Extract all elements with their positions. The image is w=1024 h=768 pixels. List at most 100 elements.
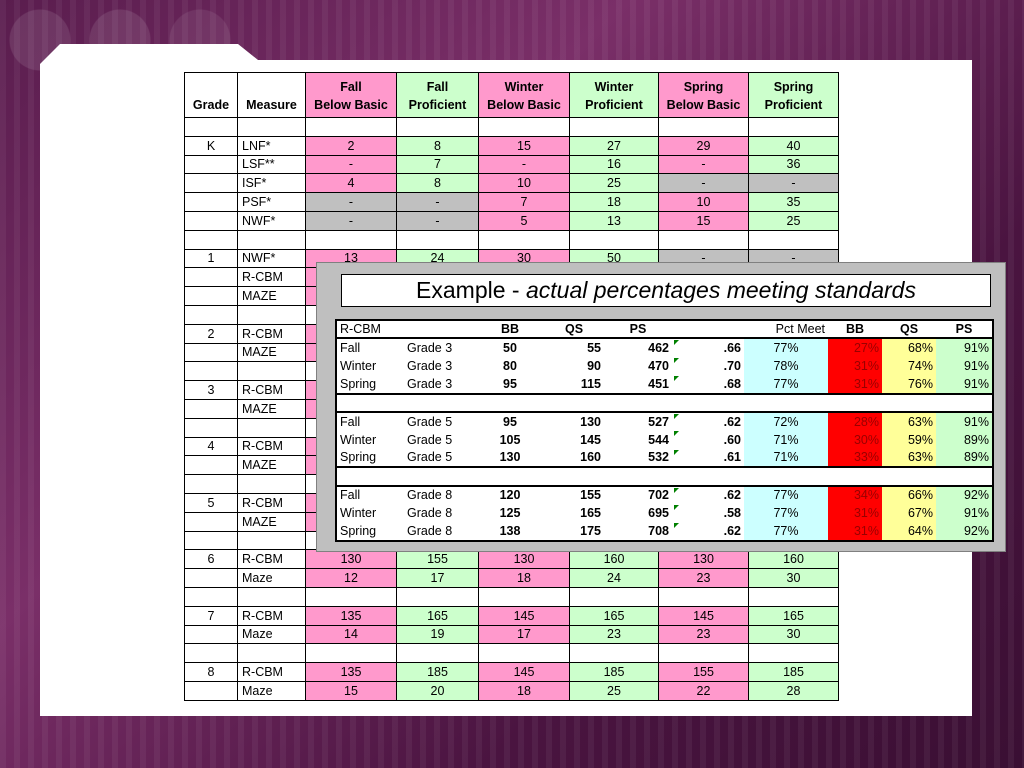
benchmark-value-cell: 145 [478,605,570,626]
percent-meeting-table: R-CBM BB QS PS Pct Meet BB QS PS Fall Gra… [335,319,994,542]
benchmark-value-cell [305,229,397,250]
measure-cell: MAZE [237,455,306,476]
table-row: LSF** -7-16-36 [184,154,839,175]
benchmark-value-cell: - [396,192,479,212]
measure-cell [237,530,306,551]
pct-ps-cell: 91% [936,503,993,523]
benchmark-value-cell [748,117,839,137]
season-cell: Winter [340,358,377,373]
measure-cell: R-CBM [237,662,306,682]
benchmark-value-cell: 160 [569,549,659,570]
measure-cell [237,586,306,607]
benchmark-value-cell [305,643,397,664]
bb-score-cell: 120 [499,488,521,503]
grade-cell [184,154,238,175]
column-header-line2: Proficient [408,98,467,112]
measure-cell: R-CBM [237,492,306,513]
grade-cell: 1 [184,248,238,269]
pm-header-ps: PS [604,320,672,340]
measure-cell: MAZE [237,342,306,363]
column-header: Fall Below Basic [305,72,397,118]
table-row: Maze 14 19 17 23 23 30 [184,624,839,645]
benchmark-value-cell: 24 [569,568,659,588]
pct-bb-cell: 31% [828,503,882,523]
pct-ps-cell: 91% [936,411,993,431]
pct-qs-cell: 67% [882,503,936,523]
pct-ps-cell: 89% [936,430,993,449]
benchmark-value-cell: 23 [569,624,659,645]
table-row: Maze 12 17 18 24 23 30 [184,568,839,588]
measure-cell: R-CBM [237,267,306,288]
measure-cell [237,304,306,325]
measure-cell: MAZE [237,286,306,306]
pct-qs-cell: 59% [882,430,936,449]
benchmark-value-cell: 2 [305,135,397,156]
grade-cell: 7 [184,605,238,626]
measure-cell: PSF* [237,192,306,212]
table-row [184,117,839,137]
benchmark-value-cell [396,586,479,607]
column-header: Fall Proficient [396,72,479,118]
benchmark-value-cell: 15 [658,210,749,231]
measure-cell: Maze [237,680,306,701]
benchmark-value-cell: 185 [748,662,839,682]
measure-cell: R-CBM [237,549,306,570]
grade-level-cell: Grade 3 [407,341,453,356]
pct-meet-cell: 71% [744,448,828,469]
pm-header-pct-qs: QS [882,320,936,340]
measure-cell [237,417,306,438]
benchmark-value-cell: - [478,154,570,175]
benchmark-value-cell: 165 [748,605,839,626]
benchmark-value-cell [658,643,749,664]
grade-cell [184,342,238,363]
pct-bb-cell: 31% [828,375,882,395]
pm-row: Winter Grade 3 80 90 470.70 78% 31% 74% 91% [336,356,993,376]
measure-cell [237,474,306,494]
grade-cell [184,474,238,494]
pct-ps-cell: 91% [936,375,993,395]
benchmark-value-cell: 30 [748,568,839,588]
grade-cell [184,417,238,438]
correlation-cell: .68 [672,375,744,395]
benchmark-value-cell: 25 [569,680,659,701]
table-row: ISF* 4 8 10 25- - [184,173,839,194]
grade-cell [184,229,238,250]
benchmark-value-cell: 17 [396,568,479,588]
pm-spacer-row [336,393,993,413]
measure-cell: NWF* [237,248,306,269]
benchmark-value-cell: 27 [569,135,659,156]
pct-qs-cell: 74% [882,356,936,376]
benchmark-value-cell [396,117,479,137]
measure-cell [237,117,306,137]
benchmark-value-cell [305,586,397,607]
measure-cell: NWF* [237,210,306,231]
ps-score-cell: 462 [648,341,669,356]
correlation-cell: .62 [672,522,744,540]
pm-row: Fall Grade 3 50 55 462.66 77% 27% 68% 91% [336,338,993,357]
pct-meet-cell: 77% [744,503,828,523]
qs-score-cell: 115 [544,375,604,395]
grade-cell: 2 [184,323,238,344]
correlation-cell: .62 [672,412,744,430]
benchmark-value-cell: 15 [305,680,397,701]
column-header-line2: Below Basic [487,98,561,112]
overlay-title-italic: actual percentages meeting standards [525,277,916,303]
benchmark-value-cell: 155 [658,662,749,682]
benchmark-value-cell: 14 [305,624,397,645]
benchmark-value-cell: 18 [478,680,570,701]
grade-cell [184,361,238,382]
measure-cell: LNF* [237,135,306,156]
ps-score-cell: 695 [648,506,669,521]
column-header-line2: Measure [246,98,297,112]
benchmark-value-cell: 15 [478,135,570,156]
pm-row: Winter Grade 8 125 165 695.58 77% 31% 67% 91% [336,503,993,523]
column-header-line2: Below Basic [314,98,388,112]
grade-cell: 5 [184,492,238,513]
table-row: NWF* - -5 13 15 25 [184,210,839,231]
qs-score-cell: 90 [587,358,601,373]
column-header-line1: Spring [773,80,814,94]
table-row: Maze 15 20 18 25 22 28 [184,680,839,701]
table-row [184,643,839,664]
column-header-line2: Proficient [764,98,823,112]
pct-ps-cell: 91% [936,338,993,357]
